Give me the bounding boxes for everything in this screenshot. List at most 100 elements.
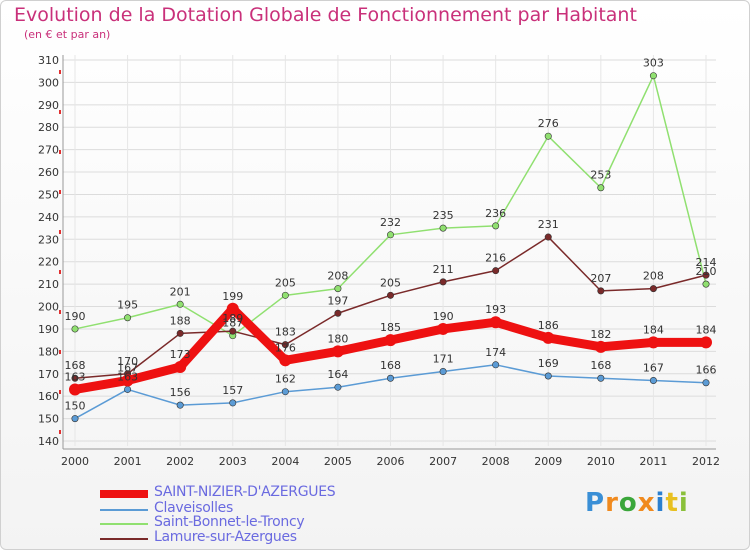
data-label: 211 (433, 263, 454, 276)
y-tick-label: 260 (38, 166, 59, 179)
data-point (121, 374, 134, 387)
data-label: 199 (222, 290, 243, 303)
data-label: 163 (117, 370, 138, 383)
chart-title: Evolution de la Dotation Globale de Fonc… (14, 4, 637, 26)
logo-letter: o (618, 488, 638, 518)
legend-swatch (100, 509, 148, 511)
data-point (649, 376, 657, 384)
data-point (597, 374, 605, 382)
data-label: 168 (380, 359, 401, 372)
data-label: 166 (696, 364, 717, 377)
data-point (69, 383, 81, 396)
y-tick-label: 250 (38, 188, 59, 201)
data-label: 187 (222, 317, 243, 330)
data-labels: 190 195 201 187 205 208 232 235 236 276 253 303 210 1… (65, 57, 717, 413)
data-label: 184 (643, 323, 664, 336)
data-point (439, 368, 447, 376)
x-tick-label: 2001 (114, 455, 142, 468)
y-tick-label: 300 (38, 76, 59, 89)
data-label: 169 (538, 357, 559, 370)
data-label: 208 (327, 270, 348, 283)
data-label: 216 (485, 252, 506, 265)
data-point (702, 379, 710, 387)
data-point (544, 132, 552, 140)
data-point (281, 341, 289, 349)
data-point (649, 72, 657, 80)
data-label: 171 (433, 353, 454, 366)
logo-letter: t (665, 488, 679, 518)
logo-letter: x (637, 488, 656, 518)
data-point (176, 329, 184, 337)
data-label: 208 (643, 270, 664, 283)
line-chart: 140 150 160 170 180 190 200 210 220 230 240 250 260 2… (38, 54, 720, 468)
data-point (71, 374, 79, 382)
data-point (331, 345, 344, 358)
data-label: 186 (538, 319, 559, 332)
y-tick-label: 280 (38, 121, 59, 134)
data-point (702, 271, 710, 279)
data-point (386, 291, 394, 299)
data-label: 236 (485, 207, 506, 220)
data-label: 170 (117, 355, 138, 368)
data-point (492, 267, 500, 275)
data-point (279, 354, 292, 367)
data-label: 157 (222, 384, 243, 397)
x-tick-label: 2009 (534, 455, 562, 468)
legend-label: Claveisolles (154, 500, 233, 516)
data-label: 180 (327, 332, 348, 345)
x-tick-label: 2008 (482, 455, 510, 468)
data-label: 195 (117, 299, 138, 312)
data-label: 197 (327, 294, 348, 307)
data-label: 162 (275, 373, 296, 386)
data-point (597, 184, 605, 192)
data-label: 185 (380, 321, 401, 334)
data-point (176, 401, 184, 409)
x-tick-label: 2000 (61, 455, 89, 468)
logo-letter: P (585, 488, 606, 518)
data-point (492, 361, 500, 369)
data-point (594, 340, 607, 353)
y-tick-label: 210 (38, 278, 59, 291)
data-point (71, 325, 79, 333)
data-label: 205 (380, 276, 401, 289)
data-point (700, 336, 712, 349)
data-point (176, 300, 184, 308)
y-tick-label: 170 (38, 368, 59, 381)
data-point (226, 302, 239, 315)
data-label: 164 (327, 368, 348, 381)
series-group (69, 72, 712, 423)
data-label: 231 (538, 218, 559, 231)
data-label: 182 (590, 328, 611, 341)
data-label: 163 (65, 370, 86, 383)
axes (59, 55, 716, 450)
data-point (386, 374, 394, 382)
y-tick-label: 230 (38, 233, 59, 246)
x-tick-label: 2005 (324, 455, 352, 468)
y-tick-label: 290 (38, 99, 59, 112)
x-tick-label: 2002 (166, 455, 194, 468)
data-point (334, 309, 342, 317)
logo-letter: i (655, 488, 666, 518)
data-label: 173 (170, 348, 191, 361)
x-tick-label: 2010 (587, 455, 615, 468)
data-point (229, 327, 237, 335)
data-label: 276 (538, 117, 559, 130)
legend-label: Lamure-sur-Azergues (154, 529, 297, 545)
legend-label: Saint-Bonnet-le-Troncy (154, 514, 305, 530)
data-label: 168 (65, 359, 86, 372)
data-point (437, 322, 450, 335)
data-label: 188 (170, 314, 191, 327)
data-point (124, 314, 132, 322)
y-tick-label: 220 (38, 256, 59, 269)
data-label: 201 (170, 285, 191, 298)
data-point (281, 291, 289, 299)
data-point (334, 383, 342, 391)
chart-subtitle: (en € et par an) (24, 28, 111, 41)
data-label: 253 (590, 169, 611, 182)
data-label: 232 (380, 216, 401, 229)
x-tick-label: 2007 (429, 455, 457, 468)
data-label: 210 (696, 265, 717, 278)
data-label: 205 (275, 276, 296, 289)
data-point (71, 415, 79, 423)
data-point (492, 222, 500, 230)
